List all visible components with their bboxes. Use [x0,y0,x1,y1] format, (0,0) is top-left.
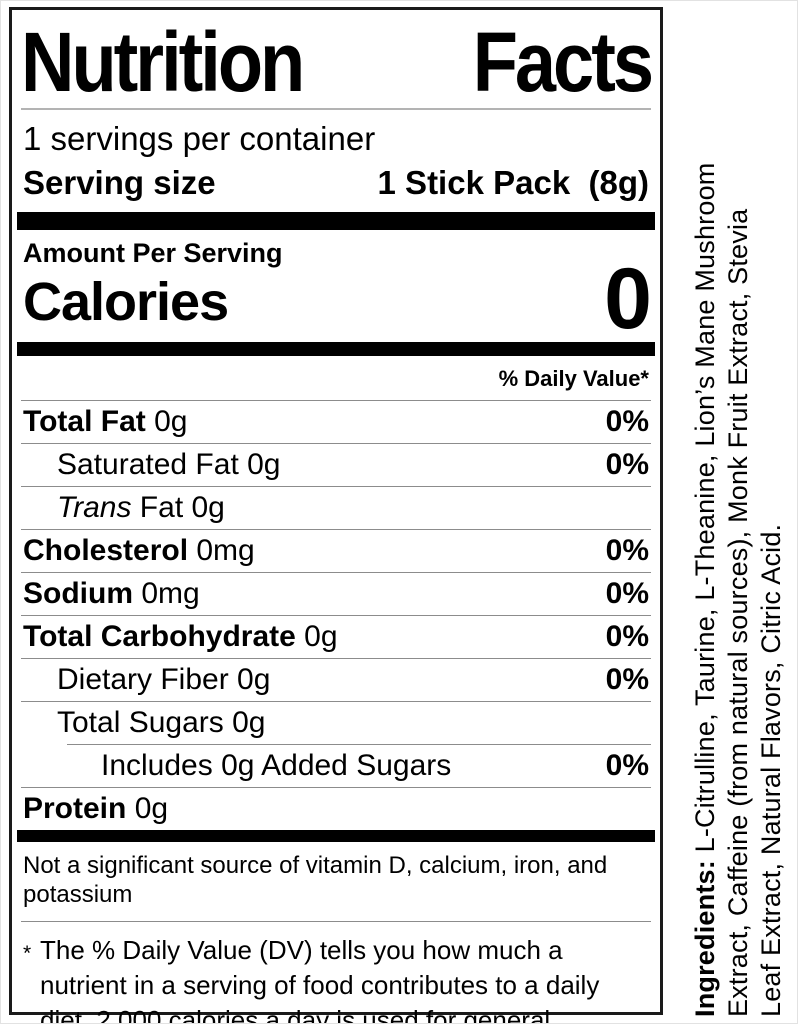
footnote-text: The % Daily Value (DV) tells you how muc… [40,935,600,1024]
nutrient-row-total-sugars: Total Sugars 0g [21,701,651,744]
nutrient-dv: 0% [605,749,649,782]
daily-value-footnote: * The % Daily Value (DV) tells you how m… [21,922,651,1024]
nutrient-row-trans-fat: Trans Fat 0g [21,486,651,529]
ingredients-sidebar: Ingredients: L-Citrulline, Taurine, L-Th… [687,7,793,1017]
divider-bar-medium [17,342,655,356]
calories-row: Calories 0 [21,251,652,347]
nutrient-name: Protein 0g [23,792,169,825]
nutrient-dv: 0% [605,663,649,696]
nutrient-row-sodium: Sodium 0mg 0% [21,572,651,615]
serving-size-label: Serving size [23,164,216,201]
nutrient-row-total-carbohydrate: Total Carbohydrate 0g 0% [21,615,651,658]
divider-bar-thick [17,212,655,230]
serving-size-value: 1 Stick Pack (8g) [377,164,649,201]
serving-size-row: Serving size 1 Stick Pack (8g) [21,160,651,212]
nutrient-name: Total Sugars 0g [57,706,266,739]
nutrient-row-saturated-fat: Saturated Fat 0g 0% [21,443,651,486]
nutrient-name: Cholesterol 0mg [23,534,255,567]
title-divider [21,108,651,110]
ingredients-label: Ingredients: [690,860,720,1017]
nutrient-row-added-sugars: Includes 0g Added Sugars 0% [67,745,651,787]
ingredients-line-3: Leaf Extract, Natural Flavors, Citric Ac… [756,523,786,1017]
nutrient-name: Trans Fat 0g [57,491,225,524]
footnote-divider [21,921,651,922]
nutrient-name: Sodium 0mg [23,577,200,610]
footnote-asterisk: * [23,942,32,965]
nutrient-row-protein: Protein 0g [21,787,651,830]
nutrition-facts-panel: Nutrition Facts 1 servings per container… [9,7,663,1023]
nutrient-name: Total Fat 0g [23,405,188,438]
nutrient-name: Dietary Fiber 0g [57,663,271,696]
nutrient-name: Includes 0g Added Sugars [101,749,452,782]
daily-value-header: % Daily Value* [498,366,649,391]
nutrient-name: Saturated Fat 0g [57,448,281,481]
ingredients-line-2: Extract, Caffeine (from natural sources)… [723,208,753,1017]
nutrient-dv: 0% [605,620,649,653]
ingredients-line-1: Ingredients: L-Citrulline, Taurine, L-Th… [690,162,720,1017]
title-word-facts: Facts [472,14,654,110]
ingredients-text: Ingredients: L-Citrulline, Taurine, L-Th… [689,7,791,1017]
nutrient-dv: 0% [605,534,649,567]
calories-value: 0 [604,251,652,347]
nutrient-dv: 0% [605,577,649,610]
title-word-nutrition: Nutrition [21,14,305,110]
amount-per-serving-label: Amount Per Serving [23,238,283,268]
divider-bar-bottom [17,830,655,842]
nutrient-row-total-fat: Total Fat 0g 0% [21,400,651,443]
nutrient-dv: 0% [605,405,649,438]
servings-per-container: 1 servings per container [23,120,376,157]
not-significant-source-note: Not a significant source of vitamin D, c… [23,852,608,908]
nutrient-row-cholesterol: Cholesterol 0mg 0% [21,529,651,572]
calories-label: Calories [23,272,229,332]
nutrient-dv: 0% [605,448,649,481]
nutrient-row-dietary-fiber: Dietary Fiber 0g 0% [21,658,651,701]
included-sugars-separator: Includes 0g Added Sugars 0% [67,744,651,787]
nutrition-facts-title: Nutrition Facts [21,1,654,110]
nutrient-name: Total Carbohydrate 0g [23,620,338,653]
